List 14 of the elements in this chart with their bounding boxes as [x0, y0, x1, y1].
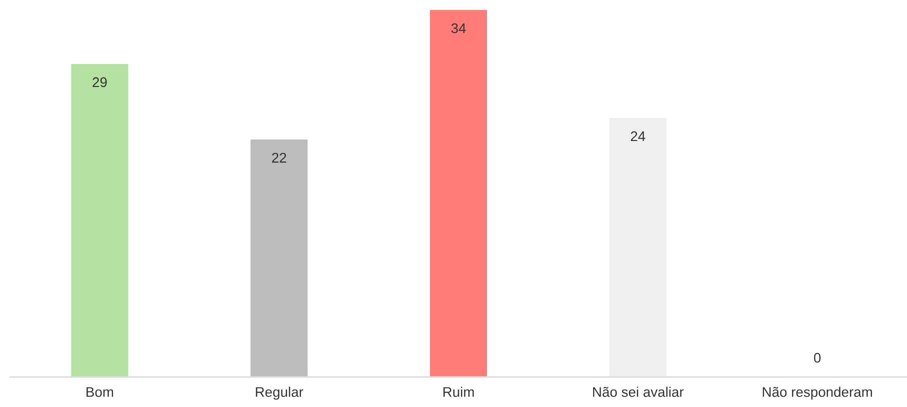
x-tick-label: Regular [256, 386, 304, 400]
data-label: 24 [630, 131, 646, 141]
x-tick-label: Bom [86, 387, 114, 397]
data-label: 0 [814, 352, 821, 363]
bar [609, 118, 666, 377]
x-tick-label: Ruim [443, 386, 474, 397]
bar [71, 64, 128, 377]
bar [430, 10, 488, 377]
data-label: 29 [92, 77, 107, 88]
x-tick-label: Não responderam [762, 386, 872, 400]
x-tick-label: Não sei avaliar [593, 386, 684, 397]
data-label: 22 [272, 152, 286, 163]
bar [250, 140, 308, 377]
data-label: 34 [451, 23, 466, 34]
